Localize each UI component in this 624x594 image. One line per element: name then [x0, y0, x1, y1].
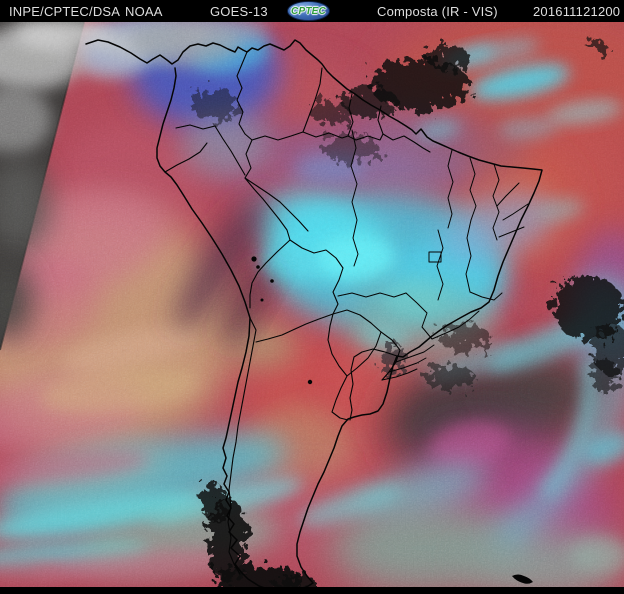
lakes-islands: [251, 256, 533, 584]
header-bar: INPE/CPTEC/DSA NOAA GOES-13 CPTEC Compos…: [0, 0, 624, 22]
coastline: [85, 39, 543, 593]
noaa-label: NOAA: [125, 4, 163, 19]
bottom-black-bar: [0, 587, 624, 594]
map-borders: [85, 39, 543, 593]
cptec-logo-text: CPTEC: [291, 5, 326, 17]
product-label: Composta (IR - VIS): [377, 4, 498, 19]
falkland-islands: [512, 574, 533, 584]
agency-label: INPE/CPTEC/DSA: [9, 4, 121, 19]
distrito-federal-outline: [428, 251, 442, 263]
satellite-label: GOES-13: [210, 4, 268, 19]
country-borders: [164, 51, 431, 575]
cptec-logo: CPTEC: [287, 1, 330, 21]
speckle-overlay: [0, 22, 624, 587]
state-borders: [337, 129, 529, 381]
timestamp-label: 201611121200: [533, 4, 621, 19]
